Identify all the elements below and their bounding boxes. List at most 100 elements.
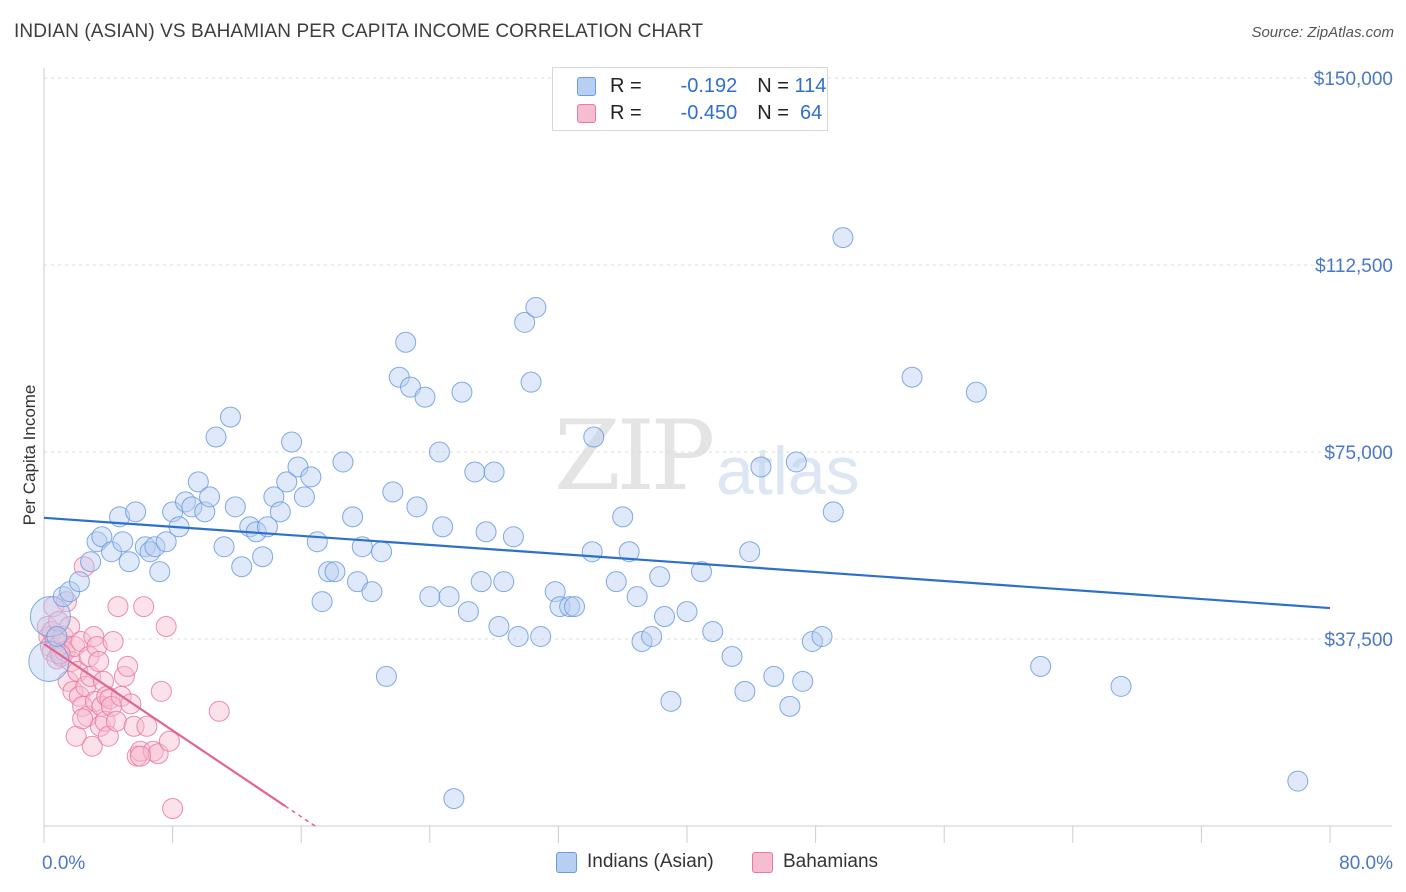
indians-point	[375, 665, 397, 687]
indians-point	[125, 501, 147, 523]
bahamians-point	[158, 730, 180, 752]
indians-point	[361, 581, 383, 603]
indians-point	[382, 481, 404, 503]
indians-point	[690, 561, 712, 583]
grid-lines	[44, 77, 1392, 640]
indians-point	[149, 561, 171, 583]
indians-point	[256, 516, 278, 538]
indians-point	[792, 670, 814, 692]
indians-point	[414, 386, 436, 408]
legend-swatch-pink	[577, 103, 596, 123]
y-tick-labels: $37,500 $75,000 $112,500 $150,000	[1314, 69, 1393, 651]
legend-swatch-blue	[577, 76, 596, 96]
indians-point	[252, 546, 274, 568]
indians-point	[1030, 655, 1052, 677]
indians-point	[801, 630, 823, 652]
indians-point	[351, 536, 373, 558]
source-label: Source: ZipAtlas.com	[1251, 24, 1394, 41]
indians-point	[470, 571, 492, 593]
indians-point	[395, 331, 417, 353]
indians-point	[822, 501, 844, 523]
bahamians-point	[129, 740, 151, 762]
indians-point	[475, 521, 497, 543]
indians-point	[734, 680, 756, 702]
indians-point	[563, 596, 585, 618]
indians-point	[488, 616, 510, 638]
bahamians-point	[162, 798, 184, 820]
indians-point	[46, 626, 68, 648]
indians-point	[324, 561, 346, 583]
indians-point	[231, 556, 253, 578]
indians-point	[631, 630, 653, 652]
legend-n-value: 114	[794, 74, 827, 97]
watermark-atlas: atlas	[716, 433, 860, 509]
indians-point	[213, 536, 235, 558]
bottom-swatch-pink	[752, 851, 773, 873]
indians-point	[811, 626, 833, 648]
watermark-zip: ZIP	[554, 400, 715, 512]
indians-point	[199, 486, 221, 508]
indians-point	[281, 431, 303, 453]
bahamians-point	[155, 616, 177, 638]
bahamians-point	[88, 650, 110, 672]
bahamians-point	[81, 735, 103, 757]
bahamians-point	[86, 635, 108, 657]
indians-point	[346, 571, 368, 593]
indians-point	[965, 381, 987, 403]
y-tick-label: $75,000	[1324, 443, 1393, 464]
indians-point	[332, 451, 354, 473]
bahamians-point	[136, 715, 158, 737]
indians-point	[618, 541, 640, 563]
y-tick-label: $112,500	[1315, 256, 1393, 277]
indians-point	[443, 788, 465, 810]
indians-point	[721, 645, 743, 667]
indians-point	[779, 695, 801, 717]
indians-point	[785, 451, 807, 473]
indians-point	[1287, 770, 1309, 792]
stats-legend: R = -0.192 N = 114 R = -0.450 N = 64	[552, 67, 828, 131]
bahamians-point	[72, 708, 94, 730]
indians-point	[400, 376, 422, 398]
legend-r-value: -0.450	[680, 101, 738, 124]
bahamians-point	[102, 630, 124, 652]
indians-point	[80, 551, 102, 573]
bahamians-trend-extension	[284, 805, 318, 829]
indians-point	[428, 441, 450, 463]
indians-point	[91, 526, 113, 548]
bottom-legend-indians: Indians (Asian)	[556, 851, 714, 873]
indians-point	[483, 461, 505, 483]
indians-point	[300, 466, 322, 488]
indians-point	[205, 426, 227, 448]
indians-point	[583, 426, 605, 448]
indians-point	[342, 506, 364, 528]
bahamians-point	[129, 745, 151, 767]
legend-row-bahamians: R = -0.450 N = 64	[577, 101, 822, 125]
indians-point	[451, 381, 473, 403]
indians-point	[502, 526, 524, 548]
indians-point	[641, 626, 663, 648]
bottom-legend-label: Bahamians	[783, 851, 879, 872]
bahamians-point	[117, 655, 139, 677]
legend-n-value: 64	[794, 101, 823, 124]
y-tick-label: $37,500	[1324, 630, 1393, 651]
legend-r-label: R =	[610, 101, 648, 124]
indians-point	[181, 496, 203, 518]
indians-point	[763, 665, 785, 687]
indians-point	[493, 571, 515, 593]
indians-point	[832, 227, 854, 249]
indians-point	[155, 531, 177, 553]
indians-point	[68, 571, 90, 593]
bahamians-point	[150, 680, 172, 702]
trend-lines	[43, 516, 1331, 829]
indians-point	[559, 596, 581, 618]
indians-point	[187, 471, 209, 493]
bahamians-point	[107, 596, 129, 618]
bottom-legend-bahamians: Bahamians	[752, 851, 878, 873]
indians-point	[514, 311, 536, 333]
indians-point	[507, 626, 529, 648]
indians-point	[276, 471, 298, 493]
bottom-swatch-blue	[556, 851, 577, 873]
indians-point	[530, 626, 552, 648]
indians-point	[457, 601, 479, 623]
